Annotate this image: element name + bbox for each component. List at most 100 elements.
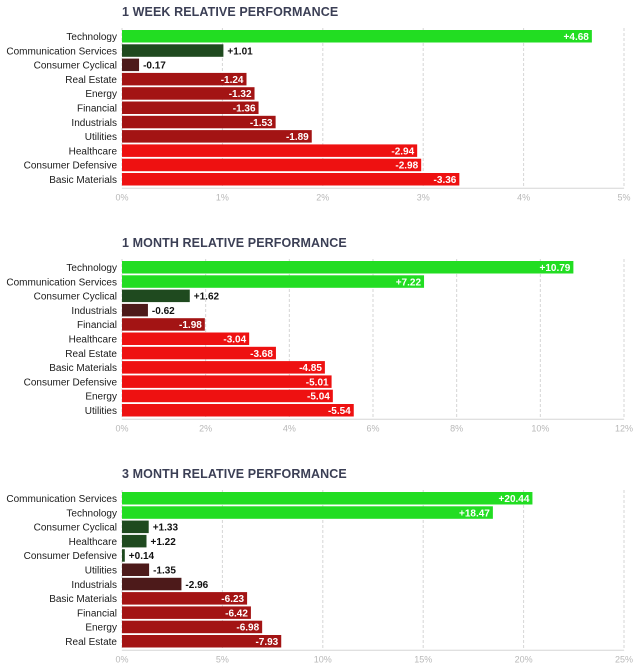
value-label: +1.22 <box>150 537 176 548</box>
value-label: -5.01 <box>306 377 329 388</box>
value-label: -3.04 <box>223 335 246 346</box>
value-label: +1.01 <box>227 46 253 57</box>
category-label: Financial <box>77 320 117 331</box>
category-label: Energy <box>85 89 117 100</box>
bar <box>122 389 333 403</box>
bar <box>122 87 255 100</box>
chart-1-month-plot: 0% 2% 4% 6% 8% 10% 12% Technology +10.79 Communic… <box>6 259 633 433</box>
value-label: -1.24 <box>221 75 244 86</box>
bar <box>122 520 149 534</box>
bar <box>122 404 354 417</box>
value-label: -6.98 <box>236 623 259 634</box>
value-label: -6.23 <box>221 594 244 605</box>
x-tick-label: 4% <box>283 423 296 433</box>
category-label: Communication Services <box>6 46 117 57</box>
category-label: Communication Services <box>6 494 117 505</box>
x-tick-label: 12% <box>615 423 633 433</box>
bar <box>122 332 250 345</box>
category-label: Real Estate <box>65 637 117 648</box>
value-label: -3.36 <box>434 175 457 186</box>
value-label: -3.68 <box>250 349 273 360</box>
category-label: Consumer Cyclical <box>34 292 117 303</box>
value-label: -1.98 <box>179 320 202 331</box>
chart-title: 1 MONTH RELATIVE PERFORMANCE <box>122 236 347 250</box>
x-tick-label: 10% <box>531 423 549 433</box>
value-label: -5.54 <box>328 406 351 417</box>
bar <box>122 549 125 562</box>
category-label: Healthcare <box>69 146 118 157</box>
bar <box>122 346 276 360</box>
bar <box>122 30 592 43</box>
category-label: Technology <box>66 508 117 519</box>
value-label: -1.53 <box>250 118 273 129</box>
bar <box>122 534 147 548</box>
bar <box>122 361 325 374</box>
value-label: +18.47 <box>459 508 490 519</box>
value-label: -7.93 <box>255 637 278 648</box>
category-label: Industrials <box>71 580 117 591</box>
chart-3-month-plot: 0% 5% 10% 15% 20% 25% Communication Services +2… <box>6 490 633 664</box>
category-label: Utilities <box>85 566 117 577</box>
value-label: -2.98 <box>395 161 418 172</box>
chart-title: 3 MONTH RELATIVE PERFORMANCE <box>122 467 347 481</box>
value-label: -2.94 <box>391 146 414 157</box>
bar <box>122 115 276 129</box>
value-label: -2.96 <box>185 580 208 591</box>
value-label: +10.79 <box>540 263 571 274</box>
x-tick-label: 5% <box>617 192 630 202</box>
x-tick-label: 5% <box>216 654 229 664</box>
bar <box>122 375 332 388</box>
x-tick-label: 1% <box>216 192 229 202</box>
category-label: Energy <box>85 392 117 403</box>
bar <box>122 101 259 114</box>
bar <box>122 261 574 274</box>
bar <box>122 289 190 303</box>
category-label: Real Estate <box>65 349 117 360</box>
value-label: -0.62 <box>152 306 175 317</box>
category-label: Utilities <box>85 406 117 417</box>
value-label: -4.85 <box>299 363 322 374</box>
category-label: Real Estate <box>65 75 117 86</box>
value-label: -1.89 <box>286 132 309 143</box>
category-label: Consumer Defensive <box>24 161 118 172</box>
category-label: Technology <box>66 32 117 43</box>
x-tick-label: 0% <box>115 192 128 202</box>
bar <box>122 620 263 634</box>
value-label: -6.42 <box>225 608 248 619</box>
category-label: Industrials <box>71 118 117 129</box>
x-tick-label: 0% <box>115 423 128 433</box>
category-label: Healthcare <box>69 537 118 548</box>
value-label: -1.35 <box>153 566 176 577</box>
x-tick-label: 4% <box>517 192 530 202</box>
x-tick-label: 3% <box>417 192 430 202</box>
bar <box>122 563 150 576</box>
bar <box>122 592 248 605</box>
value-label: +0.14 <box>129 551 155 562</box>
category-label: Basic Materials <box>49 594 117 605</box>
bar <box>122 44 224 57</box>
value-label: -5.04 <box>307 392 330 403</box>
bar <box>122 158 422 172</box>
bar <box>122 635 282 648</box>
bar <box>122 275 425 288</box>
category-label: Communication Services <box>6 277 117 288</box>
bar <box>122 606 251 619</box>
category-label: Consumer Defensive <box>24 377 118 388</box>
x-tick-label: 2% <box>316 192 329 202</box>
category-label: Financial <box>77 608 117 619</box>
x-tick-label: 10% <box>314 654 332 664</box>
bar <box>122 173 460 186</box>
category-label: Consumer Cyclical <box>34 523 117 534</box>
chart-title: 1 WEEK RELATIVE PERFORMANCE <box>122 5 339 19</box>
category-label: Energy <box>85 623 117 634</box>
bar <box>122 72 247 86</box>
x-tick-label: 20% <box>515 654 533 664</box>
category-label: Basic Materials <box>49 363 117 374</box>
value-label: +1.62 <box>194 292 220 303</box>
category-label: Consumer Cyclical <box>34 61 117 72</box>
category-label: Utilities <box>85 132 117 143</box>
x-tick-label: 0% <box>115 654 128 664</box>
category-label: Financial <box>77 104 117 115</box>
x-tick-label: 25% <box>615 654 633 664</box>
bar <box>122 144 418 157</box>
